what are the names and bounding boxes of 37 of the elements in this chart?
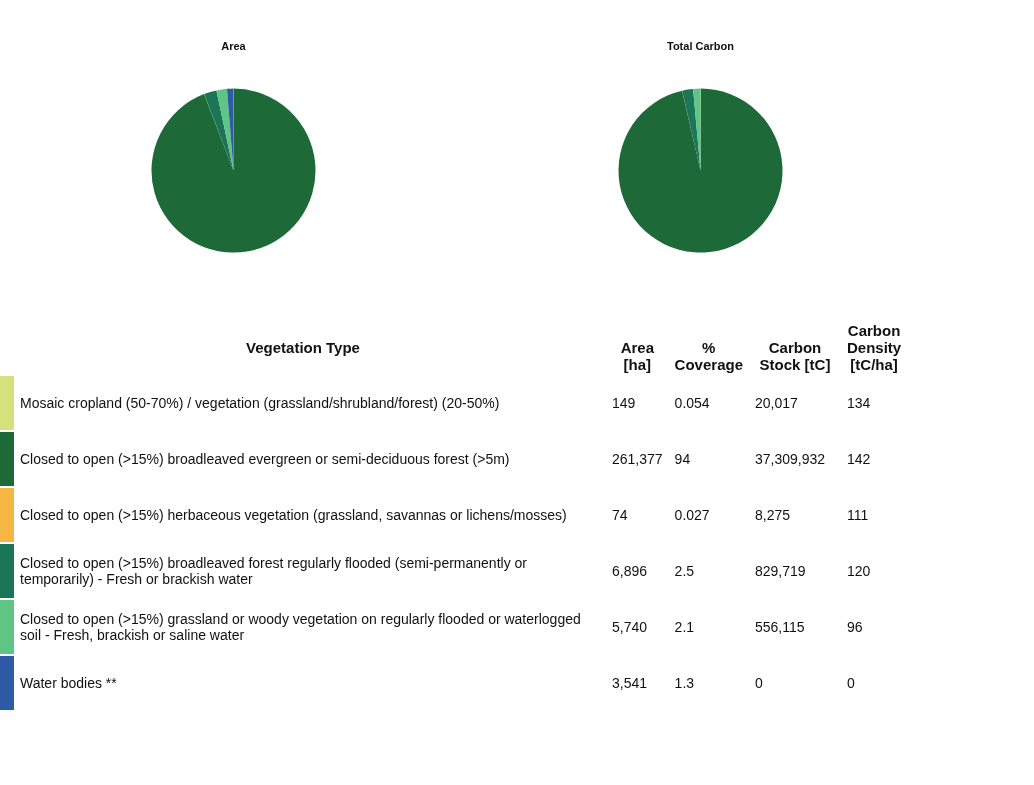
text: Carbon Density [tC/ha] bbox=[845, 321, 903, 375]
data-label: 120 bbox=[845, 562, 872, 581]
data-label: 134 bbox=[845, 394, 872, 413]
text: % Coverage bbox=[673, 338, 744, 375]
data-label: 94 bbox=[673, 450, 692, 469]
data-label: 829,719 bbox=[753, 562, 807, 581]
data-label: 74 bbox=[611, 506, 629, 525]
category-label: Closed to open (>15%) grassland or woody vegetation on regularly flooded or waterlogged soil - Fresh, brackish or saline water bbox=[20, 611, 581, 643]
category-label: Closed to open (>15%) broadleaved evergreen or semi-deciduous forest (>5m) bbox=[20, 451, 510, 467]
data-label: 142 bbox=[845, 450, 872, 469]
category-label: Closed to open (>15%) herbaceous vegetation (grassland, savannas or lichens/mosses) bbox=[20, 507, 567, 523]
data-label: 2.5 bbox=[673, 562, 696, 581]
category-label: Mosaic cropland (50-70%) / vegetation (grassland/shrubland/forest) (20-50%) bbox=[20, 395, 500, 411]
data-label: 149 bbox=[611, 394, 637, 413]
data-label: 111 bbox=[845, 506, 870, 525]
data-label: 2.1 bbox=[673, 618, 696, 637]
category-label: Closed to open (>15%) broadleaved forest regularly flooded (semi-permanently or temporarily) - Fresh or brackish water bbox=[20, 555, 527, 587]
legend-title: Vegetation Type bbox=[245, 338, 361, 358]
chart-title: Total Carbon bbox=[666, 39, 735, 52]
text: Carbon Stock [tC] bbox=[758, 338, 832, 375]
category-label: Water bodies ** bbox=[20, 675, 117, 691]
chart-title: Area bbox=[221, 39, 247, 52]
data-label: 5,740 bbox=[611, 618, 649, 637]
data-label: 20,017 bbox=[753, 394, 799, 413]
text: Area [ha] bbox=[619, 338, 655, 375]
data-label: 6,896 bbox=[611, 562, 649, 581]
data-label: 96 bbox=[845, 618, 864, 637]
data-label: 0.054 bbox=[673, 394, 711, 413]
data-label: 3,541 bbox=[611, 674, 649, 693]
data-label: 1.3 bbox=[673, 674, 696, 693]
data-label: 0 bbox=[845, 674, 856, 693]
data-label: 556,115 bbox=[753, 618, 806, 637]
data-label: 261,377 bbox=[611, 450, 664, 469]
data-label: 8,275 bbox=[753, 506, 791, 525]
data-label: 0 bbox=[753, 674, 764, 693]
data-label: 37,309,932 bbox=[753, 450, 827, 469]
data-label: 0.027 bbox=[673, 506, 711, 525]
